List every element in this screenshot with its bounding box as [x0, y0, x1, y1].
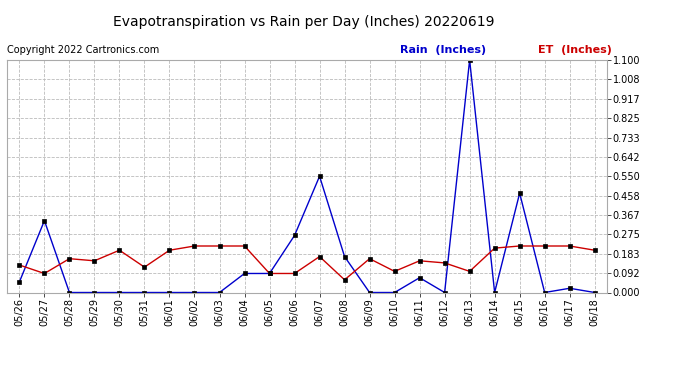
Text: Rain  (Inches): Rain (Inches): [400, 45, 486, 55]
Text: ET  (Inches): ET (Inches): [538, 45, 612, 55]
Text: Copyright 2022 Cartronics.com: Copyright 2022 Cartronics.com: [7, 45, 159, 55]
Text: Evapotranspiration vs Rain per Day (Inches) 20220619: Evapotranspiration vs Rain per Day (Inch…: [113, 15, 494, 29]
